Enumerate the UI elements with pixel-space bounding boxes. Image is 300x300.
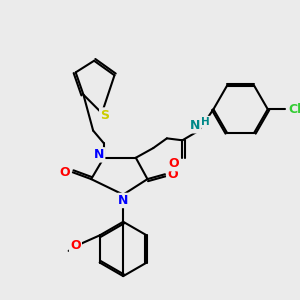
Text: O: O: [167, 168, 178, 181]
Text: O: O: [60, 166, 70, 179]
Text: N: N: [118, 194, 128, 207]
Text: N: N: [94, 148, 104, 161]
Text: Cl: Cl: [288, 103, 300, 116]
Text: H: H: [201, 117, 210, 127]
Text: N: N: [190, 119, 200, 132]
Text: S: S: [100, 109, 109, 122]
Text: O: O: [70, 238, 81, 252]
Text: O: O: [168, 157, 179, 170]
